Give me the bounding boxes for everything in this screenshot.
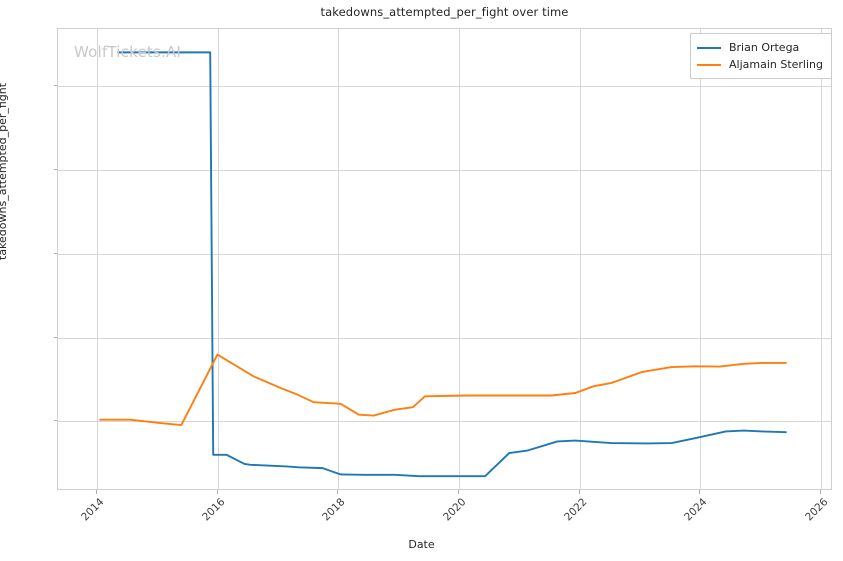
legend-item[interactable]: Aljamain Sterling — [696, 56, 823, 73]
legend-item[interactable]: Brian Ortega — [696, 39, 823, 56]
legend-color-swatch — [696, 63, 721, 66]
legend-label: Aljamain Sterling — [728, 58, 823, 71]
legend-label: Brian Ortega — [728, 41, 800, 54]
gridline-horizontal — [58, 337, 831, 339]
y-tick-mark — [53, 336, 57, 338]
gridline-horizontal — [58, 421, 831, 423]
x-tick-mark — [96, 490, 98, 494]
x-tick-mark — [819, 490, 821, 494]
gridline-vertical — [579, 29, 581, 489]
x-tick-mark — [337, 490, 339, 494]
x-tick-mark — [216, 490, 218, 494]
gridline-horizontal — [58, 253, 831, 255]
legend: Brian Ortega Aljamain Sterling — [689, 33, 832, 79]
x-tick-mark — [458, 490, 460, 494]
series-line — [118, 52, 786, 476]
gridline-vertical — [700, 29, 702, 489]
gridline-horizontal — [58, 86, 831, 88]
y-tick-mark — [53, 252, 57, 254]
y-tick-mark — [53, 85, 57, 87]
gridline-vertical — [459, 29, 461, 489]
gridline-vertical — [338, 29, 340, 489]
series-line — [100, 355, 786, 425]
x-tick-mark — [578, 490, 580, 494]
x-tick-mark — [699, 490, 701, 494]
plot-area: WolfTickets.AI — [57, 28, 832, 490]
gridline-horizontal — [58, 169, 831, 171]
gridline-vertical — [820, 29, 822, 489]
y-axis-label: takedowns_attempted_per_fight — [0, 82, 9, 260]
gridline-vertical — [217, 29, 219, 489]
y-tick-mark — [53, 168, 57, 170]
data-lines — [58, 29, 831, 489]
y-tick-mark — [53, 420, 57, 422]
gridline-vertical — [97, 29, 99, 489]
chart-title: takedowns_attempted_per_fight over time — [320, 5, 569, 19]
legend-color-swatch — [696, 46, 721, 49]
x-axis-label: Date — [408, 538, 435, 551]
